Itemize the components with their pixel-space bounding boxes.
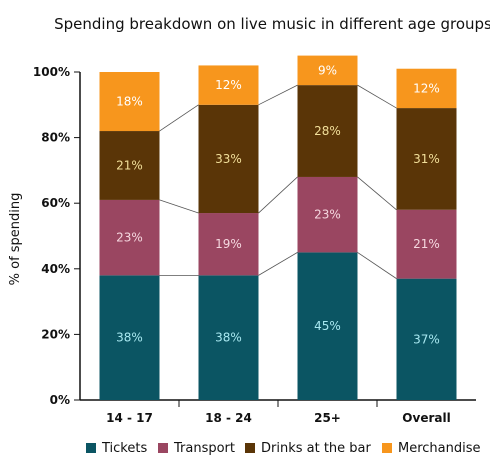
x-tick-label: 14 - 17: [106, 411, 153, 425]
data-label: 9%: [318, 63, 337, 77]
data-label: 12%: [413, 81, 440, 95]
legend-swatch: [382, 443, 392, 453]
connector-line: [258, 176, 298, 214]
y-tick-label: 40%: [41, 262, 70, 276]
x-tick-label: 18 - 24: [205, 411, 252, 425]
y-tick-label: 100%: [33, 65, 70, 79]
data-label: 45%: [314, 319, 341, 333]
data-label: 12%: [215, 78, 242, 92]
bar-segment: [99, 275, 160, 400]
data-label: 23%: [314, 208, 341, 222]
y-tick-label: 0%: [50, 393, 70, 407]
y-tick-label: 60%: [41, 196, 70, 210]
data-label: 19%: [215, 237, 242, 251]
bar-segment: [297, 176, 358, 253]
bar-segment: [396, 108, 457, 210]
data-label: 18%: [116, 95, 143, 109]
data-label: 23%: [116, 231, 143, 245]
connector-line: [159, 199, 199, 214]
chart-title: Spending breakdown on live music in diff…: [54, 15, 490, 33]
data-label: 38%: [215, 331, 242, 345]
legend-swatch: [86, 443, 96, 453]
connector-line: [258, 84, 298, 106]
data-label: 21%: [116, 158, 143, 172]
data-label: 37%: [413, 332, 440, 346]
bar-segment: [396, 68, 457, 109]
bar-segment: [198, 275, 259, 400]
bar-segment: [198, 65, 259, 105]
connector-line: [357, 84, 397, 109]
x-tick-label: 25+: [314, 411, 341, 425]
y-axis-label: % of spending: [8, 193, 23, 286]
y-tick-label: 20%: [41, 327, 70, 341]
legend-label: Tickets: [101, 441, 147, 456]
legend-swatch: [245, 443, 255, 453]
data-label: 38%: [116, 331, 143, 345]
data-label: 33%: [215, 152, 242, 166]
connector-line: [159, 104, 199, 132]
plot-area: 0% 20% 40% 60% 80% 100% 14 - 17 18 - 24 25+ Overa…: [33, 55, 476, 425]
legend-label: Merchandise: [398, 441, 481, 456]
bar-segment: [99, 72, 160, 132]
bar-segment: [297, 252, 358, 400]
connector-line: [357, 176, 397, 211]
connector-line: [357, 252, 397, 279]
connector-line: [258, 252, 298, 276]
data-label: 21%: [413, 237, 440, 251]
bar-segment: [198, 213, 259, 276]
legend-swatch: [158, 443, 168, 453]
bar-segment: [99, 199, 160, 276]
bar-segment: [99, 131, 160, 200]
bar-segment: [396, 209, 457, 279]
y-tick-label: 80%: [41, 131, 70, 145]
bar-segment: [297, 55, 358, 86]
legend: Tickets Transport Drinks at the bar Merchan…: [86, 441, 481, 456]
data-label: 31%: [413, 152, 440, 166]
legend-label: Transport: [173, 441, 235, 456]
bar-segment: [297, 85, 358, 177]
x-tick-label: Overall: [402, 411, 450, 425]
data-label: 28%: [314, 124, 341, 138]
legend-label: Drinks at the bar: [261, 441, 372, 456]
bar-segment: [198, 104, 259, 214]
bar-segment: [396, 278, 457, 400]
